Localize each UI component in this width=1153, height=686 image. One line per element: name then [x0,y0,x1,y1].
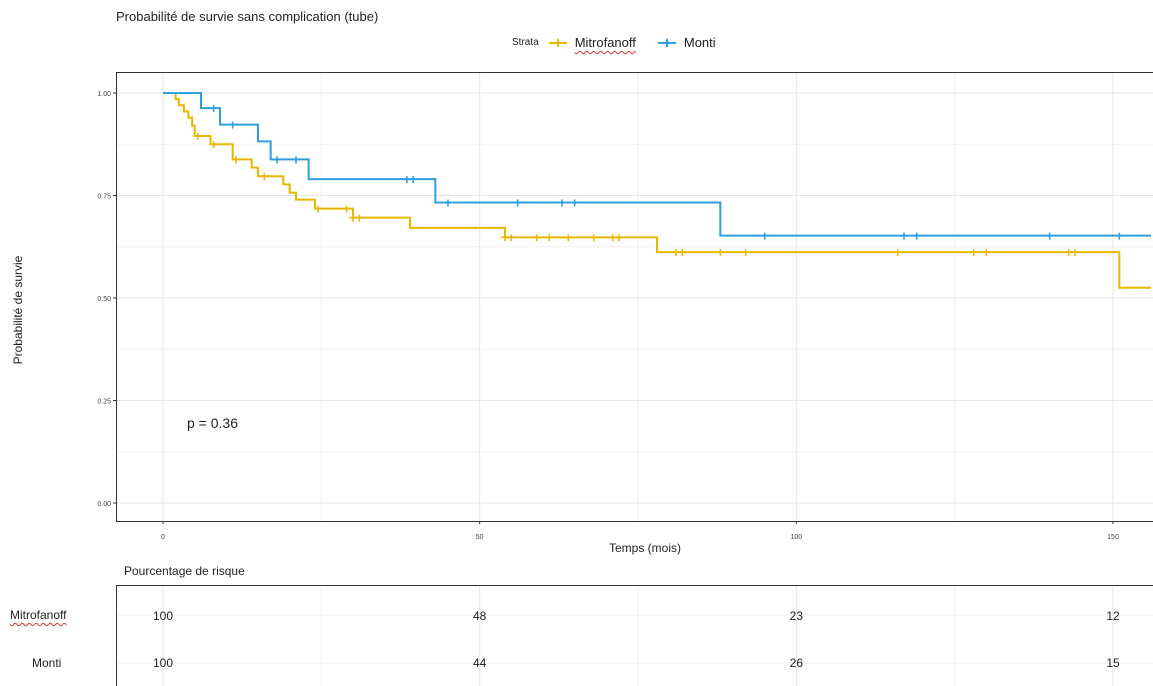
censor-mark [678,249,687,257]
risk-cell: 23 [790,609,804,623]
y-tick-label: 1.00 [97,91,111,98]
censor-mark [558,199,566,207]
legend-key-mitrofanoff [547,36,569,50]
x-tick-label: 100 [790,534,802,541]
chart-title: Probabilité de survie sans complication … [116,9,379,24]
y-tick-label: 0.75 [97,194,111,201]
y-tick-label: 0.50 [97,296,111,303]
censor-mark [982,249,991,257]
censor-mark [342,205,351,213]
censor-marks-mitrofanoff [193,133,1079,257]
censor-mark [741,249,750,257]
legend-key-monti [656,36,678,50]
censor-mark [893,249,902,257]
censor-mark [507,234,516,242]
censor-mark [409,176,418,184]
x-tick-label: 150 [1107,534,1119,541]
risk-cell: 100 [153,609,173,623]
risk-row-name-monti: Monti [32,656,62,670]
censor-mark [532,234,541,242]
censor-mark [545,234,554,242]
censor-mark [912,232,921,240]
censor-mark [615,234,623,242]
censor-mark [900,232,908,240]
censor-mark [716,249,725,257]
censor-mark [570,199,579,207]
censor-mark [513,199,522,207]
censor-mark [444,199,452,207]
censor-mark [273,156,281,164]
censor-mark [1045,232,1054,240]
risk-table: 100 48 23 12 100 44 26 15 [116,585,1153,686]
series-line-monti [163,92,1151,237]
legend-strata-label: Strata [512,37,539,48]
censor-mark [228,121,237,129]
p-value-label: p = 0.36 [187,415,238,431]
risk-row-name-mitrofanoff: Mitrofanoff [10,608,67,622]
x-tick-label: 0 [161,534,165,541]
censor-mark [1071,249,1079,257]
x-axis-label: Temps (mois) [608,541,682,555]
censor-mark [231,156,240,164]
series-line-mitrofanoff [163,92,1151,289]
censor-mark [314,205,323,213]
censor-mark [760,232,769,240]
legend-label-monti: Monti [683,35,716,50]
censor-mark [589,234,598,242]
risk-cell: 48 [473,609,487,623]
legend: Strata Mitrofanoff Monti [512,35,734,50]
censor-mark [355,214,364,222]
censor-mark [564,234,573,242]
censor-mark [209,105,218,113]
plot-panel-border [116,72,1153,522]
censor-mark [260,173,269,181]
legend-label-mitrofanoff: Mitrofanoff [574,35,636,50]
risk-cell: 12 [1106,609,1120,623]
grid [116,72,1153,521]
censor-mark [209,141,218,149]
censor-mark [193,133,202,141]
y-tick-label: 0.25 [97,399,111,406]
censor-mark [969,249,978,257]
censor-mark [1115,232,1124,240]
risk-cell: 15 [1106,656,1120,670]
censor-mark [292,156,300,164]
y-tick-label: 0.00 [97,501,111,508]
censor-marks-monti [209,105,1124,240]
risk-cell: 26 [790,656,804,670]
risk-table-title: Pourcentage de risque [124,564,245,578]
x-tick-label: 50 [476,534,484,541]
risk-cell: 44 [473,656,487,670]
risk-cell: 100 [153,656,173,670]
